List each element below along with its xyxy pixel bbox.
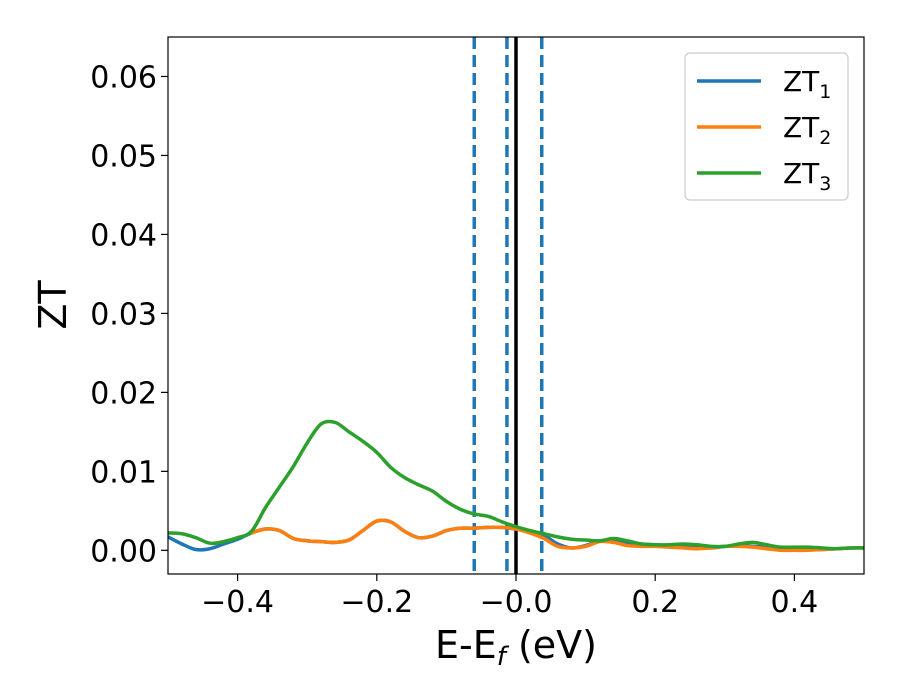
legend: ZT1 ZT2 ZT3 xyxy=(684,52,849,201)
y-tick-label: 0.02 xyxy=(90,376,157,411)
series-line-zt2 xyxy=(249,518,864,553)
y-tick-label: 0.01 xyxy=(90,455,157,490)
legend-label-zt1: ZT1 xyxy=(783,65,831,103)
x-tick-label: −0.4 xyxy=(201,585,274,620)
vertical-lines xyxy=(472,37,544,574)
x-tick-label: 0.4 xyxy=(771,585,819,620)
x-tick-label: −0.2 xyxy=(340,585,413,620)
series-lines xyxy=(168,419,864,553)
y-tick-label: 0.05 xyxy=(90,139,157,174)
y-tick-label: 0.04 xyxy=(90,218,157,253)
x-axis-title: E-Ef (eV) xyxy=(435,623,597,672)
y-tick-label: 0.00 xyxy=(90,534,157,569)
x-axis-title-main: E-E xyxy=(435,623,497,667)
series-line-zt3 xyxy=(168,419,864,551)
legend-label-zt2: ZT2 xyxy=(783,111,831,149)
y-axis-title: ZT xyxy=(31,280,75,330)
x-tick-label: 0.2 xyxy=(631,585,679,620)
legend-entries: ZT1 ZT2 ZT3 xyxy=(697,65,831,195)
legend-label-zt3: ZT3 xyxy=(783,157,831,195)
legend-box xyxy=(684,52,849,201)
x-axis-ticks: −0.4 −0.2 −0.0 0.2 0.4 xyxy=(201,574,818,620)
x-axis-title-unit: (eV) xyxy=(506,623,597,667)
x-tick-label: −0.0 xyxy=(480,585,553,620)
y-tick-label: 0.03 xyxy=(90,297,157,332)
y-axis-ticks: 0.00 0.01 0.02 0.03 0.04 0.05 0.06 xyxy=(90,60,168,569)
y-tick-label: 0.06 xyxy=(90,60,157,95)
